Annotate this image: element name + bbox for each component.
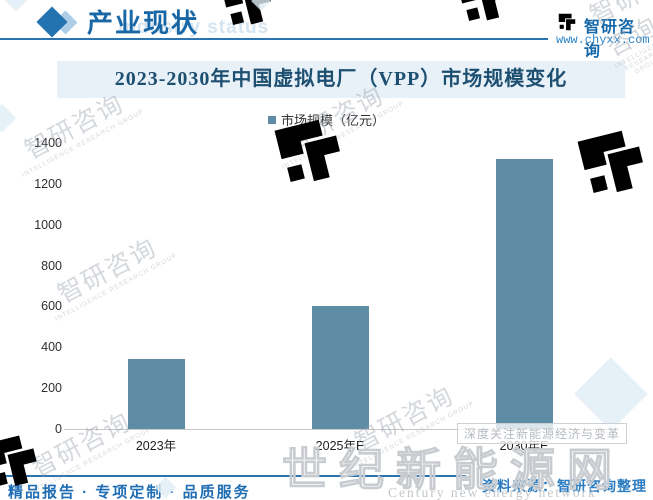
y-tick-label: 1000 — [34, 217, 62, 232]
chart-legend: 市场规模（亿元） — [0, 110, 653, 129]
y-tick-label: 600 — [41, 299, 62, 314]
bar-2023年 — [127, 358, 185, 429]
y-tick-label: 1200 — [34, 176, 62, 191]
x-tick-label: 2030年E — [499, 439, 549, 453]
chart-title-banner: 2023-2030年中国虚拟电厂（VPP）市场规模变化 — [57, 61, 625, 98]
y-tick-label: 400 — [41, 340, 62, 355]
plot-area: 2023年 2025年E 2030年E — [64, 143, 616, 453]
x-tick-label: 2023年 — [135, 439, 177, 453]
footer-tagline: 精品报告 · 专项定制 · 品质服务 — [8, 484, 251, 500]
y-tick-label: 1400 — [34, 136, 62, 150]
chart-title: 2023-2030年中国虚拟电厂（VPP）市场规模变化 — [114, 68, 568, 90]
watermark-diamond — [251, 0, 271, 11]
footer-rule — [0, 475, 466, 477]
section-diamond-icon — [20, 3, 80, 38]
y-tick-label: 200 — [41, 381, 62, 396]
legend-marker — [267, 115, 276, 124]
data-source: 资料来源：智研咨询整理 — [482, 478, 647, 494]
brand-name: 智研咨询 — [584, 19, 636, 60]
legend-label: 市场规模（亿元） — [280, 113, 385, 128]
x-tick-label: 2025年E — [315, 439, 365, 453]
brand-logo[interactable]: 智研咨询 www.chyxx.com — [554, 9, 650, 60]
y-tick-label: 800 — [41, 258, 62, 273]
header-rule — [0, 38, 548, 40]
y-tick-label: 0 — [55, 422, 62, 436]
brand-logo-icon — [556, 11, 578, 33]
bar-2030年E — [495, 159, 553, 429]
brand-url[interactable]: www.chyxx.com — [556, 33, 650, 47]
bar-2025年E — [311, 306, 369, 429]
y-axis: 0 200 400 600 800 1000 1200 1400 — [16, 136, 62, 436]
section-title: 产业现状 — [87, 9, 200, 38]
watermark-logo-icon — [448, 0, 521, 34]
